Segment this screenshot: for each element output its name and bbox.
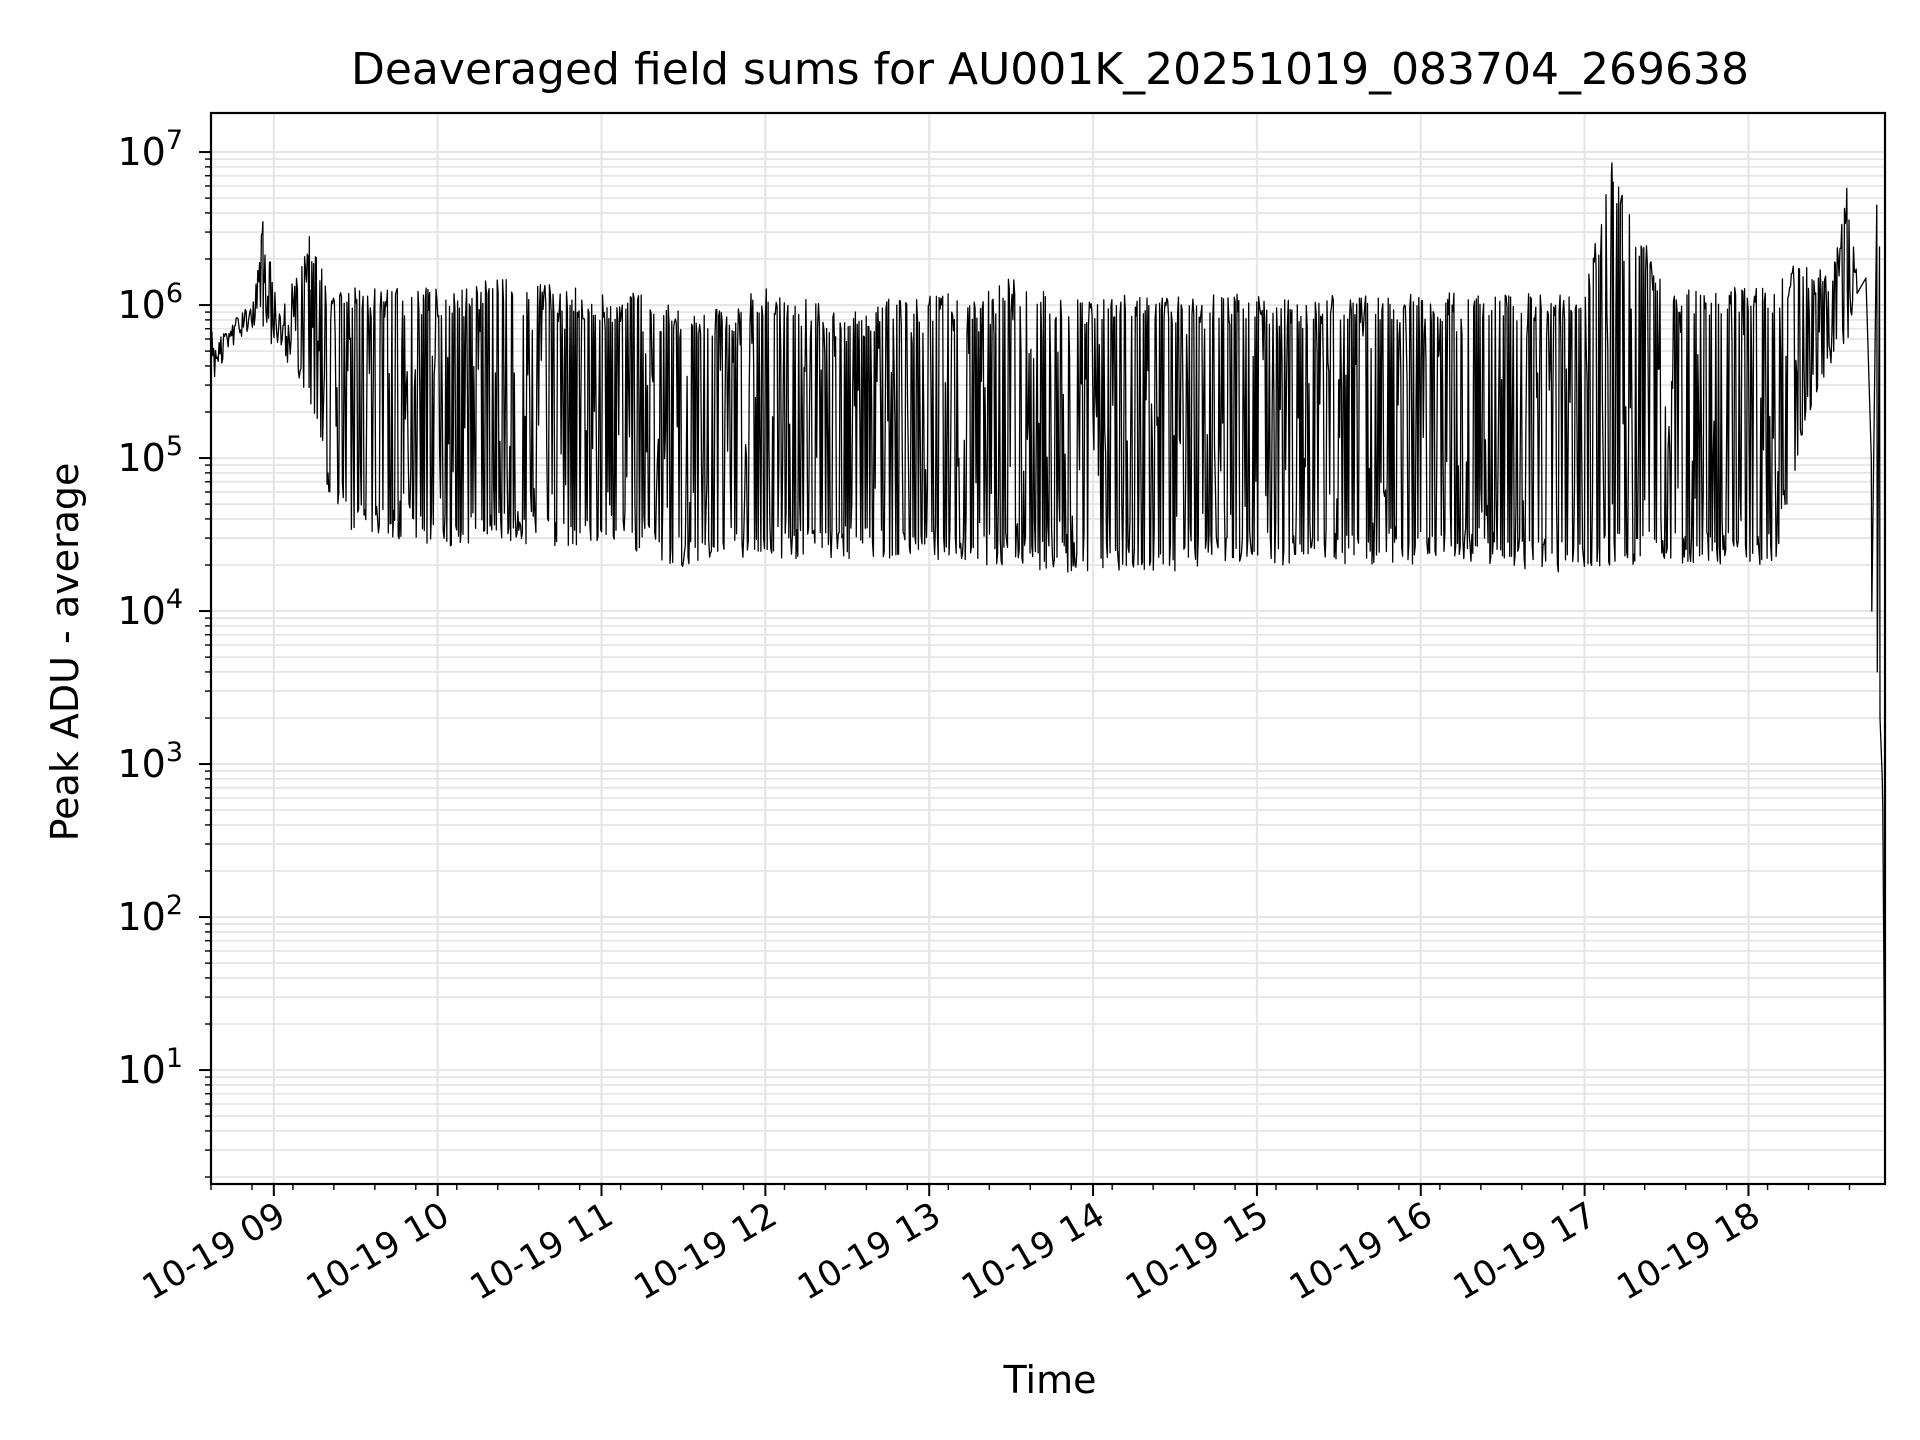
y-tick-label: 105: [117, 431, 183, 480]
series-line: [210, 162, 1886, 1132]
x-axis-label: Time: [1003, 1358, 1097, 1402]
y-tick-label: 107: [117, 125, 183, 174]
y-tick-label: 101: [117, 1043, 183, 1092]
plot-area-frame: [209, 111, 1887, 1186]
y-axis: 101 102 103 104 105 106 107: [117, 125, 211, 1178]
y-tick-label: 106: [117, 278, 183, 327]
y-axis-label: Peak ADU - average: [43, 463, 87, 842]
data-layer: [210, 162, 1886, 1132]
grid: [211, 113, 1885, 1184]
y-tick-label: 103: [117, 737, 183, 786]
y-tick-label: 102: [117, 890, 183, 939]
chart-title: Deaveraged field sums for AU001K_2025101…: [351, 44, 1749, 95]
y-tick-label: 104: [117, 584, 183, 633]
